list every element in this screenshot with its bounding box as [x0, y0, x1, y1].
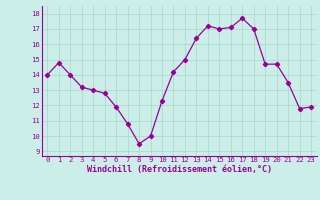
X-axis label: Windchill (Refroidissement éolien,°C): Windchill (Refroidissement éolien,°C) — [87, 165, 272, 174]
